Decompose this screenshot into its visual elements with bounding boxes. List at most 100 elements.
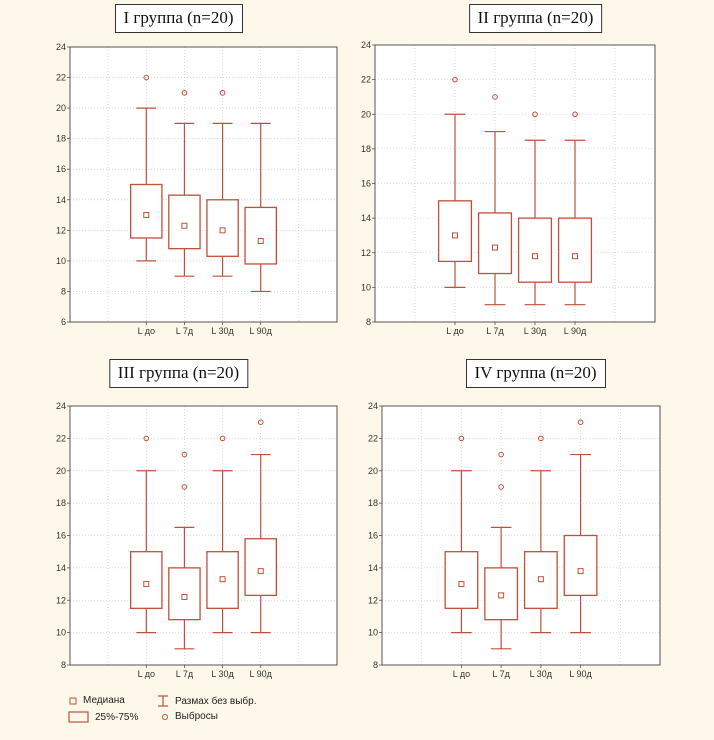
x-tick-label: L 7д xyxy=(486,326,504,336)
legend-item-median: Медиана xyxy=(68,695,125,706)
x-tick-label: L 30д xyxy=(211,326,234,336)
median-marker xyxy=(532,253,538,260)
x-tick-label: L 90д xyxy=(564,326,587,336)
outlier-point xyxy=(498,484,504,490)
outlier-point xyxy=(143,435,150,442)
median-marker xyxy=(143,212,150,219)
chart-title: I группа (n=20) xyxy=(114,4,243,33)
plot-frame xyxy=(69,46,338,323)
y-tick-label: 10 xyxy=(56,256,66,266)
outlier-point xyxy=(572,111,578,118)
iqr-box xyxy=(129,183,163,239)
outlier-point xyxy=(181,484,188,490)
x-tick-label: L 7д xyxy=(492,669,510,679)
legend-item-range: Размах без выбр. xyxy=(156,695,256,707)
y-tick-label: 8 xyxy=(61,660,66,670)
y-tick-label: 8 xyxy=(61,286,66,296)
boxplot-svg: 8 10 12 14 16 18 20 22 24 L до L 7д L 30д L 90д xyxy=(56,401,338,679)
y-tick-label: 10 xyxy=(361,282,371,292)
y-tick-label: 12 xyxy=(56,595,66,605)
y-tick-label: 18 xyxy=(56,498,66,508)
box-marker-icon xyxy=(68,711,89,723)
iqr-box xyxy=(129,551,163,609)
outlier-point xyxy=(498,451,504,458)
y-tick-label: 24 xyxy=(361,40,371,50)
y-tick-label: 14 xyxy=(56,563,66,573)
boxplot-svg: 8 10 12 14 16 18 20 22 24 L до L 7д L 30д L 90д xyxy=(361,40,656,336)
x-tick-label: L 7д xyxy=(176,326,194,336)
y-tick-label: 20 xyxy=(361,109,371,119)
legend-label: Размах без выбр. xyxy=(175,695,257,707)
median-marker xyxy=(257,568,264,575)
y-tick-label: 16 xyxy=(368,531,378,541)
x-tick-label: L 90д xyxy=(249,326,272,336)
chart-title: III группа (n=20) xyxy=(108,359,249,388)
iqr-box xyxy=(168,194,201,250)
y-tick-label: 8 xyxy=(373,660,378,670)
outlier-point xyxy=(532,111,538,118)
outlier-point xyxy=(219,90,226,96)
x-tick-label: L до xyxy=(138,326,155,336)
median-marker xyxy=(572,253,578,260)
x-tick-label: L 30д xyxy=(530,669,553,679)
outlier-point xyxy=(577,419,584,425)
y-tick-label: 18 xyxy=(368,498,378,508)
iqr-box xyxy=(437,200,473,263)
median-marker-icon xyxy=(69,697,77,704)
median-marker xyxy=(577,568,584,575)
x-tick-label: L до xyxy=(453,669,470,679)
iqr-box xyxy=(563,534,598,597)
median-marker xyxy=(143,581,150,588)
median-marker xyxy=(181,222,188,229)
iqr-box xyxy=(244,206,278,265)
legend-item-outliers: Выбросы xyxy=(160,711,218,722)
x-tick-label: L 30д xyxy=(211,669,234,679)
median-marker xyxy=(257,238,264,245)
outlier-point xyxy=(452,76,458,83)
median-marker xyxy=(492,244,498,251)
x-tick-label: L до xyxy=(446,326,463,336)
chart-panel-group-3: III группа (n=20) 8 10 12 14 16 18 20 22 24 L до L… xyxy=(0,355,357,705)
outlier-point xyxy=(538,435,544,442)
median-marker xyxy=(452,232,458,239)
plot-area xyxy=(70,406,337,665)
y-tick-label: 14 xyxy=(361,213,371,223)
y-tick-label: 22 xyxy=(361,75,371,85)
y-tick-label: 22 xyxy=(56,73,66,83)
legend-label: Выбросы xyxy=(175,711,218,722)
plot-frame xyxy=(381,405,661,666)
chart-panel-group-2: II группа (n=20) 8 10 12 14 16 18 20 22 24 L до L … xyxy=(357,0,714,350)
median-marker xyxy=(181,594,188,601)
outlier-point xyxy=(257,419,264,425)
iqr-box xyxy=(444,551,479,609)
y-tick-label: 18 xyxy=(56,134,66,144)
y-tick-label: 16 xyxy=(56,531,66,541)
plot-area xyxy=(70,47,337,322)
x-tick-label: L 7д xyxy=(176,669,194,679)
median-marker xyxy=(537,576,544,583)
y-tick-label: 12 xyxy=(368,595,378,605)
outlier-point xyxy=(181,90,188,96)
y-tick-label: 24 xyxy=(368,401,378,411)
y-tick-label: 12 xyxy=(56,225,66,235)
median-marker xyxy=(219,576,226,583)
y-tick-label: 22 xyxy=(56,433,66,443)
iqr-box xyxy=(523,551,558,609)
y-tick-label: 24 xyxy=(56,42,66,52)
boxplot-svg: 8 10 12 14 16 18 20 22 24 L до L 7д L 30д L 90д xyxy=(368,401,661,679)
y-tick-label: 10 xyxy=(56,628,66,638)
y-tick-label: 22 xyxy=(368,433,378,443)
y-tick-label: 14 xyxy=(56,195,66,205)
iqr-box xyxy=(244,538,278,597)
iqr-box xyxy=(557,217,593,283)
y-tick-label: 14 xyxy=(368,563,378,573)
outlier-point xyxy=(181,451,188,458)
iqr-box xyxy=(484,567,519,621)
x-tick-label: L 90д xyxy=(569,669,592,679)
boxplot-svg: 6 8 10 12 14 16 18 20 22 24 L до L 7д L 30д L 90д xyxy=(56,42,338,336)
y-tick-label: 20 xyxy=(56,103,66,113)
y-tick-label: 10 xyxy=(368,628,378,638)
plot-area xyxy=(375,45,655,322)
median-marker xyxy=(219,227,226,234)
whisker-marker-icon xyxy=(158,695,168,707)
